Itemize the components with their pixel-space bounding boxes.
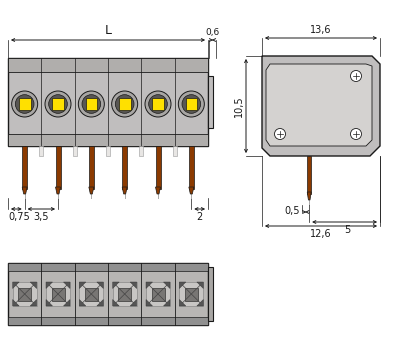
Polygon shape xyxy=(46,282,52,289)
Polygon shape xyxy=(97,299,103,306)
Polygon shape xyxy=(197,282,203,289)
Text: 10,5: 10,5 xyxy=(234,95,244,117)
Bar xyxy=(146,282,170,306)
Polygon shape xyxy=(164,282,170,289)
Text: 13,6: 13,6 xyxy=(310,25,332,35)
Bar xyxy=(179,282,203,306)
Polygon shape xyxy=(307,192,311,200)
Bar xyxy=(8,263,208,271)
Text: 5: 5 xyxy=(344,225,351,235)
Bar xyxy=(8,263,208,325)
Bar xyxy=(307,156,311,194)
Bar xyxy=(119,98,130,110)
Polygon shape xyxy=(89,187,94,194)
Bar xyxy=(208,76,213,128)
Bar xyxy=(18,287,31,300)
Polygon shape xyxy=(146,299,152,306)
Circle shape xyxy=(350,128,362,139)
Polygon shape xyxy=(30,282,37,289)
Circle shape xyxy=(182,95,201,113)
Circle shape xyxy=(12,91,38,117)
Polygon shape xyxy=(64,299,70,306)
Bar xyxy=(89,146,94,189)
Bar xyxy=(106,146,110,156)
Bar xyxy=(173,146,177,156)
Polygon shape xyxy=(22,187,27,194)
Bar xyxy=(79,282,103,306)
Polygon shape xyxy=(97,282,103,289)
Polygon shape xyxy=(122,187,127,194)
Circle shape xyxy=(78,91,104,117)
Bar xyxy=(8,58,208,72)
Circle shape xyxy=(274,128,286,139)
Polygon shape xyxy=(179,299,186,306)
Text: L: L xyxy=(104,24,112,37)
Bar xyxy=(52,98,64,110)
Bar xyxy=(8,317,208,325)
Bar xyxy=(8,134,208,146)
Circle shape xyxy=(49,95,67,113)
Polygon shape xyxy=(46,299,52,306)
Circle shape xyxy=(350,71,362,81)
Circle shape xyxy=(112,91,138,117)
Polygon shape xyxy=(164,299,170,306)
Polygon shape xyxy=(189,187,194,194)
Bar xyxy=(19,98,30,110)
Bar xyxy=(13,282,37,306)
Bar xyxy=(22,146,27,189)
Text: 0,6: 0,6 xyxy=(205,28,220,37)
Bar xyxy=(189,146,194,189)
Polygon shape xyxy=(197,299,203,306)
Polygon shape xyxy=(13,282,19,289)
Bar xyxy=(86,98,97,110)
Bar xyxy=(208,267,213,321)
Text: 12,6: 12,6 xyxy=(310,229,332,239)
Circle shape xyxy=(149,95,167,113)
Polygon shape xyxy=(113,299,119,306)
Polygon shape xyxy=(156,187,160,194)
Circle shape xyxy=(115,95,134,113)
Polygon shape xyxy=(13,299,19,306)
Circle shape xyxy=(15,95,34,113)
Polygon shape xyxy=(146,282,152,289)
Polygon shape xyxy=(179,282,186,289)
Circle shape xyxy=(178,91,204,117)
Bar xyxy=(139,146,143,156)
Circle shape xyxy=(82,95,101,113)
Polygon shape xyxy=(262,56,380,156)
Polygon shape xyxy=(79,299,86,306)
Polygon shape xyxy=(113,282,119,289)
Bar xyxy=(152,98,164,110)
Bar xyxy=(185,287,198,300)
Polygon shape xyxy=(130,282,137,289)
Bar xyxy=(186,98,197,110)
Bar xyxy=(152,287,164,300)
Polygon shape xyxy=(30,299,37,306)
Circle shape xyxy=(145,91,171,117)
Text: 2: 2 xyxy=(196,212,203,222)
Polygon shape xyxy=(130,299,137,306)
Circle shape xyxy=(45,91,71,117)
Bar xyxy=(39,146,43,156)
Bar xyxy=(8,58,208,146)
Bar xyxy=(56,146,60,189)
Polygon shape xyxy=(79,282,86,289)
Bar xyxy=(122,146,127,189)
Bar xyxy=(118,287,131,300)
Text: 0,5: 0,5 xyxy=(285,206,300,216)
Bar xyxy=(46,282,70,306)
Bar xyxy=(85,287,98,300)
Polygon shape xyxy=(64,282,70,289)
Text: 3,5: 3,5 xyxy=(34,212,49,222)
Text: 0,75: 0,75 xyxy=(8,212,30,222)
Bar xyxy=(52,287,64,300)
Bar xyxy=(156,146,160,189)
Polygon shape xyxy=(56,187,60,194)
Polygon shape xyxy=(266,64,372,146)
Bar xyxy=(73,146,77,156)
Bar xyxy=(113,282,137,306)
